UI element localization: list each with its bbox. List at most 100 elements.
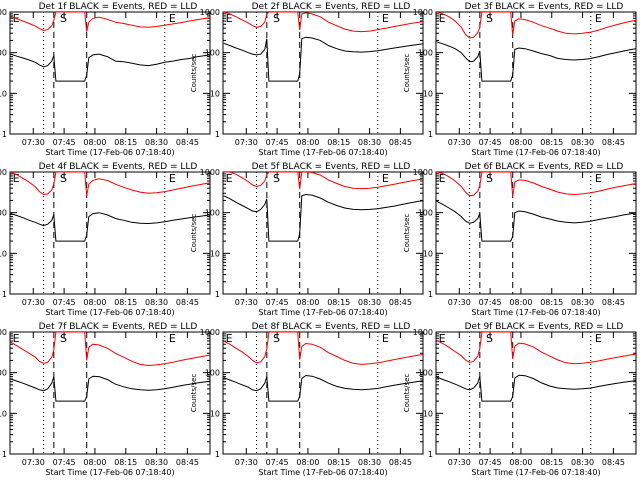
x-tick-label: 08:00: [83, 138, 106, 147]
x-tick-label: 08:45: [389, 458, 412, 467]
x-tick-label: 08:00: [509, 138, 532, 147]
panel-title: Det 4f BLACK = Events, RED = LLD: [39, 162, 198, 172]
marker-label: S: [273, 332, 280, 345]
x-tick-label: 08:15: [327, 298, 350, 307]
detector-panel-6: Det 6f BLACK = Events, RED = LLD 1 10 100 10…: [403, 162, 637, 317]
y-tick-label: 1000: [413, 328, 433, 337]
x-tick-label: 07:30: [448, 298, 471, 307]
y-tick-label: 1000: [413, 168, 433, 177]
y-tick-label: 100: [0, 49, 7, 58]
x-tick-label: 07:45: [266, 458, 289, 467]
x-axis-label: Start Time (17-Feb-06 07:18:40): [45, 308, 174, 317]
plot-frame: [435, 171, 637, 295]
y-axis-label: Counts/sec: [403, 54, 411, 93]
marker-label: E: [382, 172, 389, 185]
y-tick-label: 1: [2, 450, 7, 459]
detector-panel-2: Det 2f BLACK = Events, RED = LLD 1 10 100 10…: [190, 2, 424, 157]
plot-frame: [9, 11, 211, 135]
panel-title: Det 5f BLACK = Events, RED = LLD: [252, 162, 411, 172]
y-tick-label: 1000: [200, 8, 220, 17]
y-tick-label: 10: [0, 249, 7, 258]
x-tick-label: 08:30: [145, 138, 168, 147]
x-tick-label: 08:00: [296, 298, 319, 307]
detector-panel-4: Det 4f BLACK = Events, RED = LLD 1 10 100 10…: [0, 162, 211, 317]
x-tick-label: 07:30: [22, 458, 45, 467]
x-tick-label: 08:45: [176, 458, 199, 467]
y-tick-label: 100: [0, 369, 7, 378]
y-tick-label: 100: [0, 209, 7, 218]
x-axis-label: Start Time (17-Feb-06 07:18:40): [258, 468, 387, 477]
y-tick-label: 1: [215, 130, 220, 139]
x-tick-label: 08:30: [145, 458, 168, 467]
x-tick-label: 07:45: [479, 138, 502, 147]
panel-title: Det 1f BLACK = Events, RED = LLD: [39, 2, 198, 12]
lld-series-line: [10, 12, 210, 32]
x-axis-label: Start Time (17-Feb-06 07:18:40): [258, 308, 387, 317]
x-tick-label: 07:45: [479, 458, 502, 467]
x-tick-label: 07:30: [22, 298, 45, 307]
marker-label: S: [273, 172, 280, 185]
y-tick-label: 10: [0, 89, 7, 98]
panel-title: Det 9f BLACK = Events, RED = LLD: [465, 322, 624, 332]
x-tick-label: 08:30: [571, 458, 594, 467]
y-tick-label: 100: [418, 369, 433, 378]
marker-label: E: [595, 332, 602, 345]
plot-frame: [435, 11, 637, 135]
events-series-line: [436, 374, 636, 402]
y-tick-label: 100: [418, 49, 433, 58]
x-tick-label: 08:45: [176, 298, 199, 307]
x-tick-label: 08:45: [602, 138, 625, 147]
y-tick-label: 100: [418, 209, 433, 218]
marker-label: E: [169, 12, 176, 25]
y-tick-label: 1000: [0, 8, 7, 17]
marker-label: S: [486, 12, 493, 25]
events-series-line: [223, 193, 423, 242]
lld-series-line: [10, 332, 210, 367]
x-tick-label: 08:00: [296, 138, 319, 147]
marker-label: E: [13, 332, 20, 345]
x-tick-label: 08:30: [358, 298, 381, 307]
x-tick-label: 07:30: [22, 138, 45, 147]
lld-series-line: [436, 172, 636, 197]
events-series-line: [10, 375, 210, 402]
lld-series-line: [436, 332, 636, 365]
x-tick-label: 08:30: [145, 298, 168, 307]
y-tick-label: 1: [215, 450, 220, 459]
x-tick-label: 08:00: [83, 298, 106, 307]
x-tick-label: 08:00: [509, 298, 532, 307]
y-tick-label: 1000: [413, 8, 433, 17]
y-tick-label: 1000: [200, 328, 220, 337]
y-axis-label: Counts/sec: [190, 54, 198, 93]
y-tick-label: 1: [428, 290, 433, 299]
x-axis-label: Start Time (17-Feb-06 07:18:40): [45, 148, 174, 157]
x-tick-label: 08:30: [571, 138, 594, 147]
lld-series-line: [223, 332, 423, 365]
marker-label: S: [60, 12, 67, 25]
events-series-line: [436, 41, 636, 82]
marker-label: E: [439, 172, 446, 185]
marker-label: E: [226, 332, 233, 345]
panel-title: Det 3f BLACK = Events, RED = LLD: [465, 2, 624, 12]
x-tick-label: 08:15: [540, 138, 563, 147]
x-axis-label: Start Time (17-Feb-06 07:18:40): [471, 468, 600, 477]
x-axis-label: Start Time (17-Feb-06 07:18:40): [258, 148, 387, 157]
y-tick-label: 1: [428, 450, 433, 459]
panel-title: Det 8f BLACK = Events, RED = LLD: [252, 322, 411, 332]
x-tick-label: 07:45: [266, 138, 289, 147]
x-tick-label: 08:30: [358, 458, 381, 467]
y-tick-label: 1: [428, 130, 433, 139]
x-tick-label: 07:45: [53, 298, 76, 307]
events-series-line: [223, 374, 423, 402]
y-tick-label: 1: [215, 290, 220, 299]
marker-label: E: [439, 12, 446, 25]
detector-panel-7: Det 7f BLACK = Events, RED = LLD 1 10 100 10…: [0, 322, 211, 477]
lld-series-line: [10, 172, 210, 196]
marker-label: S: [273, 12, 280, 25]
marker-label: E: [439, 332, 446, 345]
marker-label: E: [226, 12, 233, 25]
panel-title: Det 7f BLACK = Events, RED = LLD: [39, 322, 198, 332]
marker-label: E: [595, 172, 602, 185]
x-tick-label: 08:30: [358, 138, 381, 147]
